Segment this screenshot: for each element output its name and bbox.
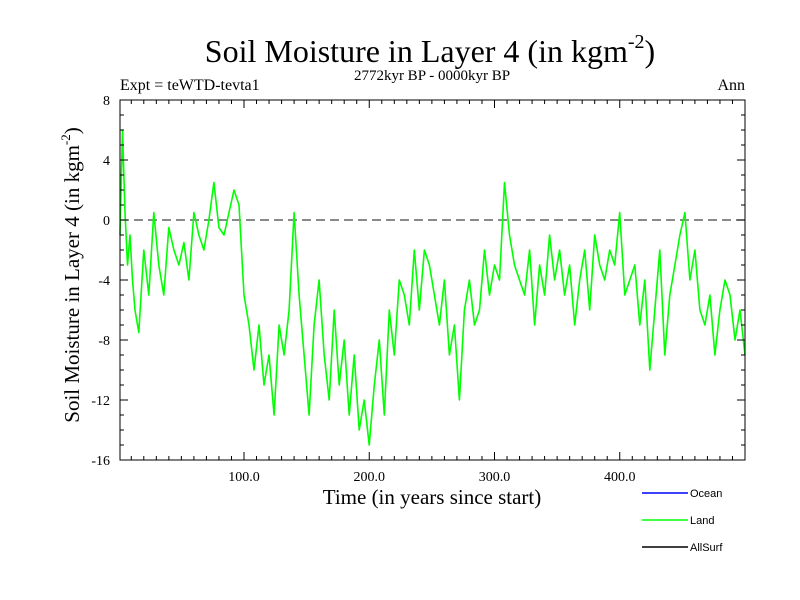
y-axis-label-sup: -2: [58, 134, 73, 145]
series-line-land: [119, 129, 746, 446]
chart-title-close: ): [645, 33, 656, 69]
y-tick-label: 8: [103, 94, 110, 109]
series-group: [119, 129, 746, 446]
y-tick-label: -8: [98, 334, 110, 349]
x-tick-label: 300.0: [479, 470, 511, 485]
ticks-group: 8 4 0 -4 -8 -12 -16 100.0 200.0 300.0 400.0: [91, 94, 745, 485]
season-label: Ann: [717, 77, 745, 94]
y-tick-label: 0: [103, 214, 110, 229]
legend-label-ocean: Ocean: [690, 488, 722, 500]
legend: Ocean Land AllSurf: [642, 488, 723, 554]
chart-title: Soil Moisture in Layer 4 (in kgm-2): [205, 31, 655, 69]
x-tick-label: 200.0: [353, 470, 385, 485]
x-axis-label: Time (in years since start): [323, 485, 542, 509]
x-tick-label: 400.0: [604, 470, 636, 485]
y-axis-label-main: Soil Moisture in Layer 4 (in kgm: [60, 145, 84, 423]
chart-title-sup: -2: [628, 31, 645, 53]
y-tick-label: 4: [103, 154, 110, 169]
chart-title-main: Soil Moisture in Layer 4 (in kgm: [205, 33, 628, 69]
y-tick-label: -12: [91, 394, 110, 409]
legend-label-allsurf: AllSurf: [690, 542, 723, 554]
chart-subtitle: 2772kyr BP - 0000kyr BP: [354, 68, 510, 84]
y-tick-label: -4: [98, 274, 110, 289]
legend-label-land: Land: [690, 515, 714, 527]
y-axis-label-close: ): [60, 127, 84, 134]
expt-label: Expt = teWTD-tevta1: [120, 77, 260, 94]
y-tick-label: -16: [91, 454, 110, 469]
x-tick-label: 100.0: [228, 470, 260, 485]
y-axis-label: Soil Moisture in Layer 4 (in kgm-2): [58, 127, 84, 422]
